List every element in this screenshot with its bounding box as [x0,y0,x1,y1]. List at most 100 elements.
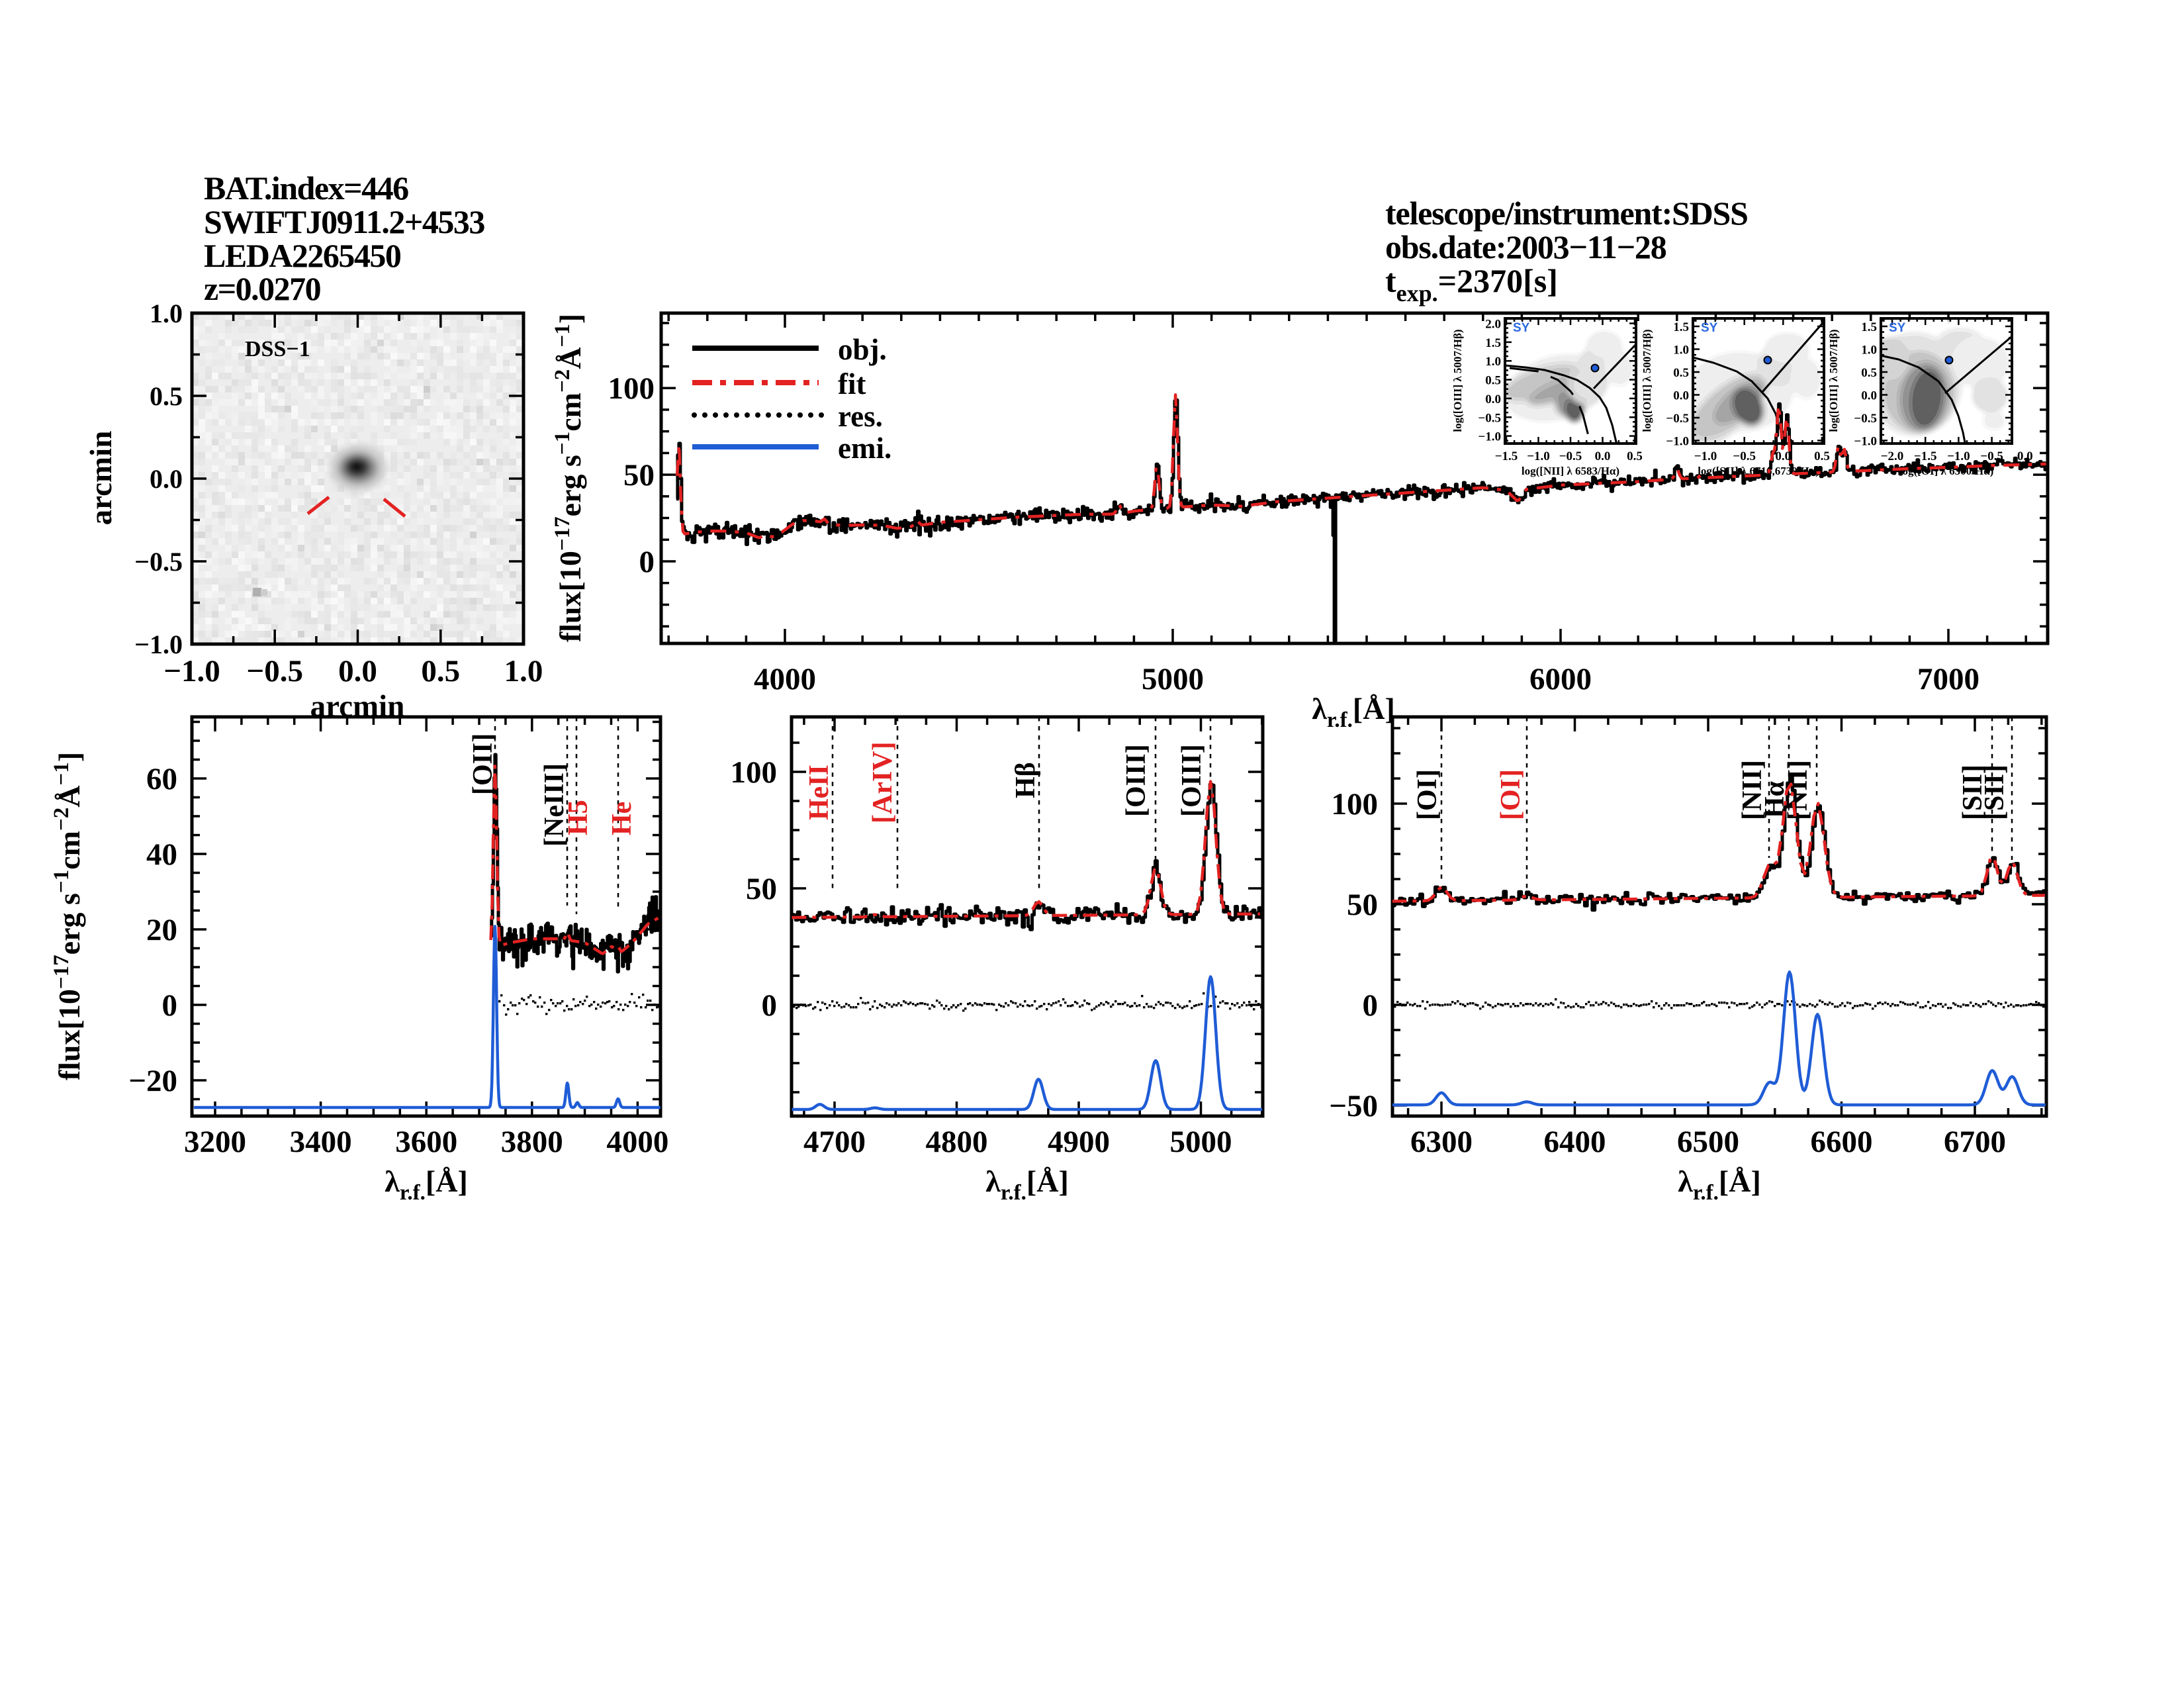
svg-text:4700: 4700 [803,1125,866,1159]
svg-text:5000: 5000 [1142,662,1204,696]
svg-text:−1.0: −1.0 [1947,449,1970,463]
svg-text:50: 50 [623,458,655,492]
svg-text:1.0: 1.0 [1485,355,1501,369]
svg-text:−0.5: −0.5 [134,547,183,577]
svg-text:SWIFTJ0911.2+4533: SWIFTJ0911.2+4533 [204,203,484,240]
svg-text:obs.date:2003−11−28: obs.date:2003−11−28 [1385,228,1666,265]
svg-text:λr.f.[Å]: λr.f.[Å] [1312,692,1395,732]
svg-text:emi.: emi. [838,432,891,465]
svg-text:log([OIII] λ 5007/Hβ): log([OIII] λ 5007/Hβ) [1451,329,1464,432]
svg-text:obj.: obj. [838,333,887,366]
svg-text:H5: H5 [563,800,594,835]
svg-text:3600: 3600 [395,1125,457,1159]
svg-text:[NII]: [NII] [1737,760,1768,820]
svg-text:1.0: 1.0 [504,654,543,688]
svg-text:0.0: 0.0 [1485,393,1501,406]
svg-text:λr.f.[Å]: λr.f.[Å] [385,1164,468,1205]
svg-text:[SII]: [SII] [1979,765,2010,820]
svg-text:[OIII]: [OIII] [1177,744,1207,817]
svg-text:flux[10−17erg s−1cm−2Å−1]: flux[10−17erg s−1cm−2Å−1] [50,752,86,1080]
svg-text:fit: fit [838,367,866,400]
svg-text:−1.0: −1.0 [1854,435,1877,449]
svg-text:λr.f.[Å]: λr.f.[Å] [985,1164,1069,1205]
svg-text:DSS−1: DSS−1 [245,337,310,361]
svg-text:0.0: 0.0 [150,464,183,494]
svg-text:log([OIII] λ 5007/Hβ): log([OIII] λ 5007/Hβ) [1827,329,1840,432]
svg-text:[OI]: [OI] [1412,769,1443,820]
svg-text:−2.0: −2.0 [1881,449,1904,463]
svg-text:1.0: 1.0 [1861,344,1877,357]
svg-text:0: 0 [639,545,655,579]
svg-text:He: He [607,802,637,835]
svg-text:0: 0 [162,988,178,1023]
svg-text:[NeIII]: [NeIII] [539,763,570,847]
svg-text:20: 20 [146,913,177,947]
svg-text:log([NII] λ 6583/Hα): log([NII] λ 6583/Hα) [1522,465,1619,477]
svg-text:res.: res. [838,400,883,433]
svg-text:−1.0: −1.0 [1666,435,1689,449]
svg-text:−1.0: −1.0 [163,654,220,688]
svg-text:Hβ: Hβ [1011,762,1041,798]
svg-text:50: 50 [746,872,777,906]
svg-text:2.0: 2.0 [1485,318,1501,332]
svg-text:100: 100 [1332,787,1379,821]
svg-text:1.0: 1.0 [1673,344,1689,357]
svg-text:4000: 4000 [754,662,816,696]
svg-text:SY: SY [1889,321,1906,335]
svg-text:−0.5: −0.5 [246,654,303,688]
svg-text:3800: 3800 [501,1125,563,1159]
svg-text:0.5: 0.5 [1861,366,1877,380]
svg-text:0.0: 0.0 [1595,449,1611,463]
svg-text:−0.5: −0.5 [1478,411,1501,425]
svg-text:−0.5: −0.5 [1733,449,1756,463]
svg-text:6000: 6000 [1529,662,1592,696]
svg-text:0.0: 0.0 [338,654,377,688]
svg-text:4000: 4000 [606,1125,668,1159]
svg-text:0: 0 [1363,988,1379,1023]
svg-text:log([OIII] λ 5007/Hβ): log([OIII] λ 5007/Hβ) [1641,329,1653,432]
svg-text:arcmin: arcmin [84,431,118,526]
svg-text:−0.5: −0.5 [1854,412,1877,426]
svg-text:−1.0: −1.0 [1527,449,1550,463]
svg-text:100: 100 [731,755,778,790]
svg-text:6600: 6600 [1811,1125,1873,1159]
svg-text:60: 60 [146,762,177,796]
svg-text:0.5: 0.5 [1485,374,1501,388]
svg-text:0.5: 0.5 [421,654,460,688]
svg-text:telescope/instrument:SDSS: telescope/instrument:SDSS [1385,195,1748,232]
svg-text:[SII]: [SII] [1958,765,1988,820]
svg-text:−0.5: −0.5 [1666,412,1689,426]
svg-text:z=0.0270: z=0.0270 [204,270,321,307]
svg-text:6700: 6700 [1944,1125,2006,1159]
svg-text:−1.0: −1.0 [1478,430,1501,444]
svg-text:1.0: 1.0 [150,299,183,328]
svg-text:[OI]: [OI] [1496,769,1526,820]
svg-text:4800: 4800 [926,1125,988,1159]
svg-text:−50: −50 [1329,1089,1378,1123]
svg-text:0.0: 0.0 [1775,449,1791,463]
svg-text:−20: −20 [128,1064,177,1098]
svg-text:4900: 4900 [1048,1125,1110,1159]
svg-text:5000: 5000 [1170,1125,1232,1159]
svg-text:0.5: 0.5 [1627,449,1643,463]
svg-text:3400: 3400 [290,1125,352,1159]
svg-text:50: 50 [1347,888,1378,922]
svg-text:SY: SY [1701,321,1718,335]
svg-text:0: 0 [762,988,778,1023]
svg-text:1.5: 1.5 [1673,320,1689,334]
svg-text:BAT.index=446: BAT.index=446 [204,169,408,207]
svg-text:[OIII]: [OIII] [1121,744,1152,817]
svg-text:100: 100 [608,371,655,406]
svg-text:HeII: HeII [804,765,835,820]
svg-text:LEDA2265450: LEDA2265450 [204,237,401,274]
svg-text:3200: 3200 [184,1125,246,1159]
svg-text:0.5: 0.5 [150,381,183,411]
svg-text:0.5: 0.5 [1673,366,1689,380]
svg-text:−1.0: −1.0 [1694,449,1717,463]
svg-text:1.5: 1.5 [1861,320,1877,334]
svg-text:[ArIV]: [ArIV] [868,741,898,823]
svg-text:0.0: 0.0 [1673,389,1689,403]
svg-text:−1.0: −1.0 [134,630,183,659]
svg-text:SY: SY [1513,321,1530,335]
svg-text:6300: 6300 [1410,1125,1473,1159]
